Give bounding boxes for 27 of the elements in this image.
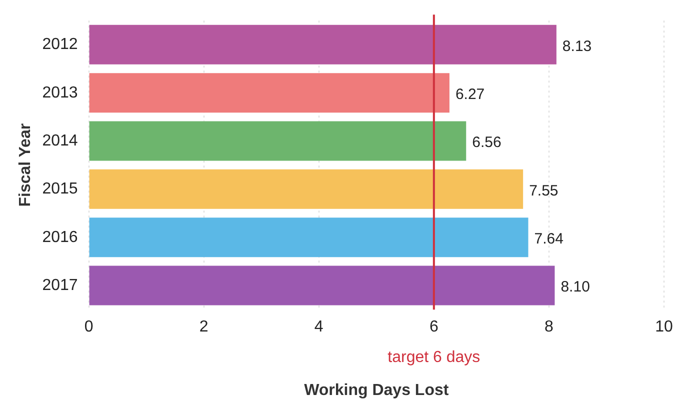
data-label: 8.10: [560, 278, 590, 296]
y-tick-label: 2013: [42, 84, 78, 102]
data-label: 7.55: [529, 182, 558, 200]
data-label: 8.13: [562, 38, 592, 55]
data-label: 6.27: [455, 86, 485, 103]
data-label: 6.56: [472, 134, 502, 152]
y-tick-label: 2015: [42, 180, 78, 198]
bar: [89, 218, 528, 258]
ref-line-label: target 6 days: [388, 349, 480, 366]
data-label: 7.64: [534, 230, 564, 248]
x-tick-label: 2: [199, 318, 208, 336]
y-axis-title: Fiscal Year: [17, 123, 34, 207]
bar: [89, 24, 556, 64]
x-tick-label: 10: [655, 318, 673, 336]
y-tick-label: 2017: [42, 276, 78, 294]
bar: [89, 266, 555, 306]
x-tick-label: 8: [544, 318, 554, 336]
x-tick-label: 4: [314, 318, 324, 336]
bar: [89, 121, 466, 161]
bar: [89, 169, 524, 209]
x-axis-title: Working Days Lost: [304, 382, 450, 399]
y-tick-label: 2014: [42, 132, 78, 150]
bar: [89, 73, 450, 113]
y-tick-label: 2016: [42, 228, 78, 246]
x-tick-label: 6: [429, 318, 438, 336]
x-tick-label: 0: [84, 318, 94, 336]
y-tick-label: 2012: [42, 36, 78, 54]
